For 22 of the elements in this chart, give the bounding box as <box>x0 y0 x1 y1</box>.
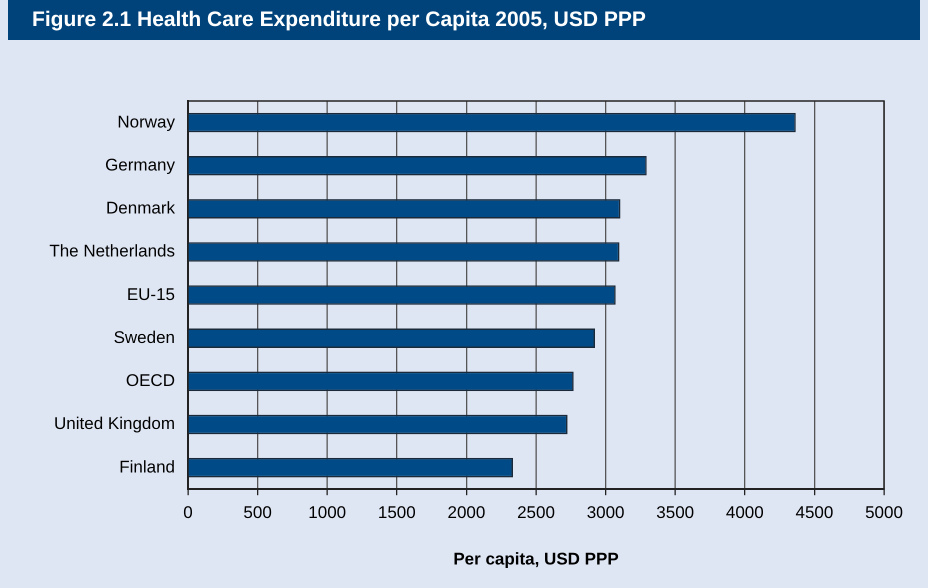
chart-title: Figure 2.1 Health Care Expenditure per Capita 2005, USD PPP <box>8 0 920 40</box>
x-tick-label: 3500 <box>656 503 694 522</box>
x-tick-label: 2500 <box>517 503 555 522</box>
y-tick-label: EU-15 <box>126 284 175 304</box>
x-tick-label: 5000 <box>865 503 903 522</box>
x-tick-label: 500 <box>243 503 272 522</box>
x-tick-label: 4000 <box>726 503 764 522</box>
y-tick-label: Sweden <box>114 328 175 347</box>
x-tick-label: 4500 <box>795 503 834 522</box>
y-tick-label: Norway <box>117 112 176 132</box>
y-tick-label: The Netherlands <box>49 242 175 261</box>
x-tick-label: 3000 <box>586 503 625 522</box>
y-tick-label: United Kingdom <box>54 414 175 434</box>
x-tick-label: 1000 <box>308 503 346 522</box>
y-tick-label: OECD <box>126 371 175 390</box>
x-axis-title: Per capita, USD PPP <box>453 549 619 568</box>
x-tick-label: 1500 <box>378 503 416 522</box>
x-tick-label: 0 <box>183 503 193 522</box>
y-tick-label: Germany <box>105 155 176 174</box>
x-tick-label: 2000 <box>447 503 486 522</box>
y-tick-label: Finland <box>119 457 175 476</box>
y-tick-label: Denmark <box>106 198 176 218</box>
